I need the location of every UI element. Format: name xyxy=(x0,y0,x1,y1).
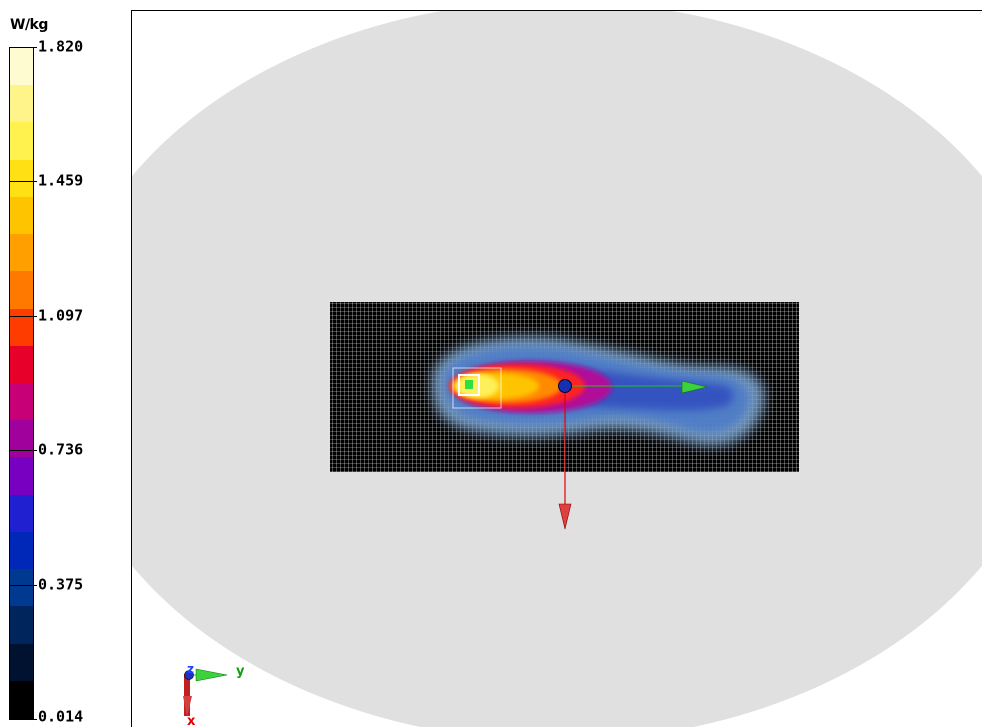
colorbar-segment xyxy=(10,345,33,383)
colorbar-segment xyxy=(10,234,33,272)
axis-label-y: y xyxy=(236,664,245,679)
colorbar-segment xyxy=(10,196,33,235)
colorbar-tick xyxy=(9,181,37,182)
colorbar-segment xyxy=(10,420,33,458)
colorbar-tick-label: 0.375 xyxy=(38,575,84,594)
colorbar-unit-label: W/kg xyxy=(10,17,48,33)
colorbar-segment xyxy=(10,271,33,309)
peak-marker-inner[interactable] xyxy=(465,380,473,389)
orientation-triad xyxy=(183,668,228,717)
peak-marker-outer[interactable] xyxy=(458,374,480,396)
colorbar-segment xyxy=(10,48,33,86)
colorbar-segment xyxy=(10,159,33,197)
colorbar-tick-label: 0.014 xyxy=(38,707,84,726)
colorbar-segment xyxy=(10,457,33,495)
colorbar-segment xyxy=(10,606,33,644)
colorbar-segment xyxy=(10,85,33,123)
colorbar-tick-label: 1.459 xyxy=(38,171,84,190)
device-axes xyxy=(558,379,708,530)
axis-label-z: z xyxy=(187,662,194,676)
colorbar-tick-label: 1.097 xyxy=(38,306,84,325)
colorbar-segment xyxy=(10,569,33,607)
colorbar-tick xyxy=(9,719,37,720)
colorbar-tick-label: 1.820 xyxy=(38,37,84,56)
colorbar-segment xyxy=(10,494,33,532)
colorbar-segment xyxy=(10,643,33,681)
sar-plot[interactable]: z y x xyxy=(132,11,982,727)
plot-area[interactable]: z y x xyxy=(131,10,982,727)
colorbar-segment xyxy=(10,308,33,346)
colorbar xyxy=(9,47,34,719)
colorbar-tick xyxy=(9,316,37,317)
colorbar-tick xyxy=(9,585,37,586)
colorbar-tick xyxy=(9,47,37,48)
colorbar-segment xyxy=(10,531,33,570)
colorbar-tick xyxy=(9,450,37,451)
axis-label-x: x xyxy=(187,714,196,727)
colorbar-tick-label: 0.736 xyxy=(38,440,84,459)
colorbar-segment xyxy=(10,122,33,160)
sar-distribution xyxy=(432,336,765,446)
zoom-scan-box xyxy=(452,367,502,409)
colorbar-segment xyxy=(10,680,33,718)
colorbar-segment xyxy=(10,382,33,421)
